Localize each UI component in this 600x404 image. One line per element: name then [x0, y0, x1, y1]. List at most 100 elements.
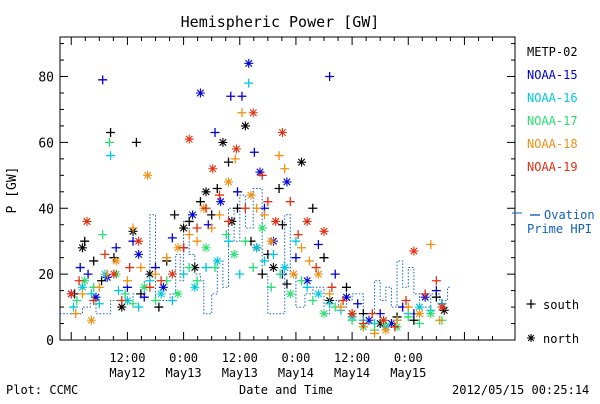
data-point	[184, 263, 194, 273]
data-point	[131, 137, 141, 147]
data-point	[75, 263, 85, 273]
legend-ovation-label: Ovation	[544, 208, 595, 222]
data-point	[252, 243, 262, 253]
data-point	[259, 210, 269, 220]
x-tick-label-date: May13	[166, 366, 202, 380]
data-point	[370, 328, 380, 338]
data-point	[208, 164, 218, 174]
data-point	[179, 223, 189, 233]
data-point	[74, 276, 84, 286]
data-point	[106, 128, 116, 138]
data-point	[302, 216, 312, 226]
data-point	[104, 137, 114, 147]
x-tick-label-time: 12:00	[109, 351, 145, 365]
data-point	[257, 269, 267, 279]
data-point	[145, 282, 155, 292]
data-point	[226, 91, 236, 101]
data-point	[111, 256, 121, 266]
data-point	[353, 299, 363, 309]
data-point	[409, 246, 419, 256]
data-point	[431, 286, 441, 296]
data-point	[426, 309, 436, 319]
data-point	[381, 325, 391, 335]
data-point	[297, 276, 307, 286]
legend-item-satellite: NOAA-18	[527, 137, 578, 151]
data-point	[266, 282, 276, 292]
data-point	[86, 289, 96, 299]
data-point	[229, 249, 239, 259]
data-point	[289, 269, 299, 279]
data-point	[66, 289, 76, 299]
data-point	[167, 269, 177, 279]
data-point	[190, 282, 200, 292]
legend-south-label: south	[543, 298, 579, 312]
data-point	[291, 236, 301, 246]
y-tick-label: 80	[38, 71, 54, 86]
x-axis-label: Date and Time	[239, 383, 333, 397]
data-point	[190, 263, 200, 273]
data-point	[401, 295, 411, 305]
data-point	[94, 299, 104, 309]
x-tick-label-time: 0:00	[394, 351, 423, 365]
data-point	[249, 147, 259, 157]
data-point	[297, 243, 307, 253]
data-point	[244, 78, 254, 88]
data-point	[231, 144, 241, 154]
data-point	[325, 299, 335, 309]
data-point	[170, 210, 180, 220]
data-point	[426, 239, 436, 249]
x-tick-label-time: 12:00	[222, 351, 258, 365]
data-point	[431, 276, 441, 286]
data-point	[280, 263, 290, 273]
data-point	[134, 236, 144, 246]
data-point	[192, 223, 202, 233]
data-point	[319, 309, 329, 319]
data-point	[277, 220, 287, 230]
data-point	[150, 269, 160, 279]
y-tick-label: 60	[38, 136, 54, 151]
data-point	[237, 91, 247, 101]
data-point	[437, 302, 447, 312]
data-point	[275, 269, 285, 279]
data-point	[327, 282, 337, 292]
plot-frame	[59, 36, 516, 341]
data-point	[341, 282, 351, 292]
data-point	[195, 88, 205, 98]
data-point	[280, 164, 290, 174]
data-point	[244, 58, 254, 68]
x-tick-label-date: May12	[109, 366, 145, 380]
y-axis-label: P [GW]	[5, 167, 20, 214]
data-point	[358, 319, 368, 329]
x-tick-label-date: May13	[222, 366, 258, 380]
data-point	[128, 223, 138, 233]
data-point	[268, 249, 278, 259]
data-point	[268, 263, 278, 273]
legend-ovation-label-2: Prime HPI	[527, 222, 592, 236]
data-point	[167, 233, 177, 243]
data-point	[304, 256, 314, 266]
data-point	[282, 177, 292, 187]
data-point	[252, 203, 262, 213]
data-point	[313, 239, 323, 249]
data-point	[192, 236, 202, 246]
data-point	[325, 72, 335, 82]
data-point	[338, 295, 348, 305]
data-point	[215, 210, 225, 220]
data-point	[184, 134, 194, 144]
data-point	[98, 230, 108, 240]
x-tick-label-date: May15	[390, 366, 426, 380]
data-point	[224, 177, 234, 187]
data-point	[233, 203, 243, 213]
data-point	[375, 319, 385, 329]
data-point	[308, 203, 318, 213]
data-point	[122, 295, 132, 305]
data-point	[91, 292, 101, 302]
data-point	[274, 151, 284, 161]
data-point	[184, 216, 194, 226]
data-point	[83, 269, 93, 279]
data-point	[106, 151, 116, 161]
data-point	[415, 309, 425, 319]
data-point	[341, 292, 351, 302]
data-point	[313, 289, 323, 299]
